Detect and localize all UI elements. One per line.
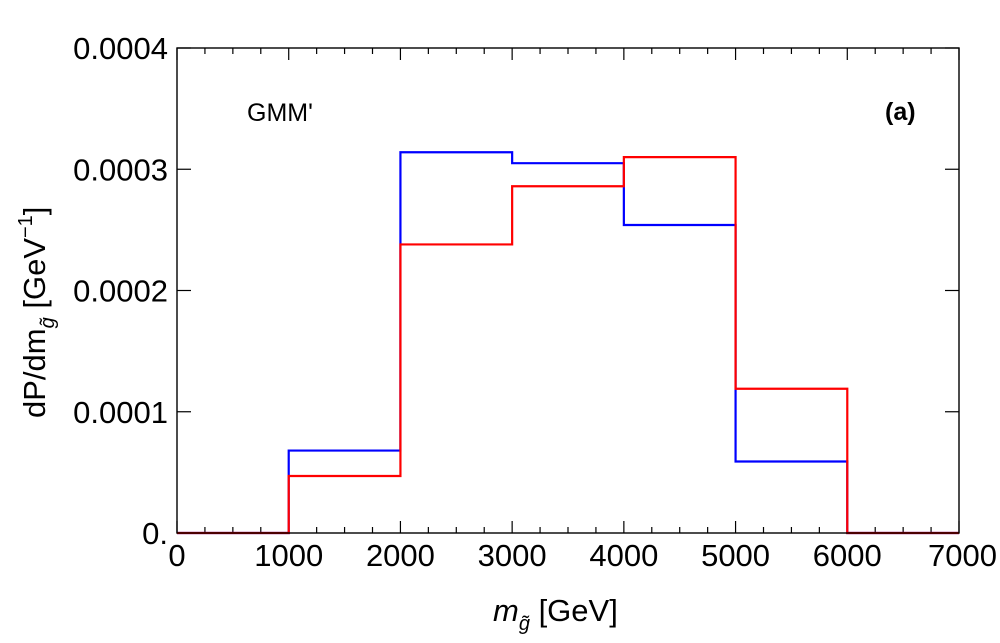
plot-frame: [176, 47, 960, 534]
x-tick-label: 7000: [928, 538, 997, 573]
y-axis-prefix: dP/dm: [17, 328, 52, 418]
y-axis-subscript: g̃: [37, 317, 59, 328]
y-axis-unit-sup: −1: [15, 215, 37, 238]
y-tick-label: 0.0001: [73, 395, 168, 430]
x-tick-label: 0: [168, 538, 185, 573]
x-tick-label: 2000: [366, 538, 435, 573]
x-axis-symbol: m: [493, 593, 519, 628]
axis-ticks: [176, 47, 960, 534]
x-axis-title: mg̃ [GeV]: [493, 593, 618, 635]
x-tick-label: 3000: [478, 538, 547, 573]
x-tick-label: 6000: [813, 538, 882, 573]
series-line-red: [177, 156, 959, 535]
x-tick-label: 4000: [589, 538, 658, 573]
series-line-blue: [177, 151, 959, 535]
y-tick-label: 0.0002: [73, 274, 168, 309]
y-tick-label: 0.: [142, 516, 168, 551]
y-axis-unit-close: ]: [17, 207, 52, 216]
y-tick-label: 0.0004: [73, 31, 168, 66]
x-tick-label: 1000: [254, 538, 323, 573]
x-axis-subscript: g̃: [519, 613, 530, 635]
y-axis-title: dP/dmg̃ [GeV−1]: [15, 207, 59, 418]
y-axis-unit-open: [GeV: [17, 238, 52, 318]
x-axis-unit: [GeV]: [530, 593, 618, 628]
annotation-panel: (a): [885, 98, 916, 126]
y-tick-label: 0.0003: [73, 152, 168, 187]
histogram-series: [177, 151, 959, 535]
annotation-model: GMM': [247, 99, 313, 127]
tick-labels: 0 1000 2000 3000 4000 5000 6000 7000 0. 0.0001 0.0…: [73, 31, 997, 573]
x-tick-label: 5000: [701, 538, 770, 573]
